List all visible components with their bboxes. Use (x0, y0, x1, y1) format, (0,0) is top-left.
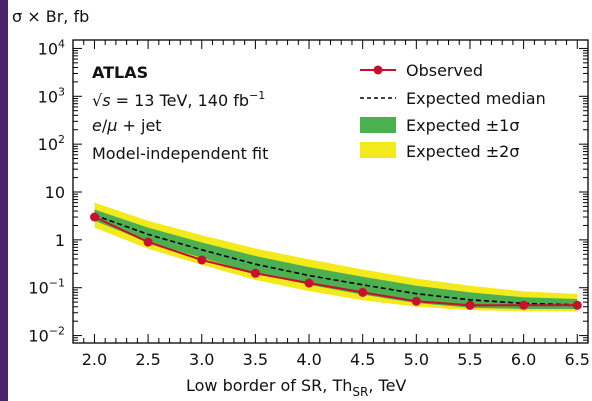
y-tick-label: 103 (38, 85, 65, 106)
x-tick-label: 2.5 (135, 350, 160, 369)
band-1sigma (94, 209, 578, 309)
observed-point (465, 300, 475, 310)
chart: σ × Br, fb 2.0 2.5 3.0 3.5 4.0 4.5 5.0 5.5 6.0 6.… (12, 7, 590, 399)
x-tick-label: 4.0 (296, 350, 321, 369)
x-tick-label: 6.0 (511, 350, 536, 369)
y-axis-label: σ × Br, fb (12, 7, 89, 26)
y-tick-label: 102 (38, 133, 65, 154)
observed-point (197, 255, 207, 265)
expected-median-line (94, 214, 578, 306)
y-tick-label: 10−2 (28, 325, 65, 346)
x-tick-label: 5.5 (457, 350, 482, 369)
line-layer (94, 214, 578, 307)
energy-label: √s = 13 TeV, 140 fb−1 (92, 89, 265, 110)
x-tick-label: 2.0 (82, 350, 107, 369)
y-tick-label: 1 (55, 231, 65, 250)
x-axis-label: Low border of SR, ThSR, TeV (186, 376, 406, 399)
channel-label: e/μ + jet (92, 116, 162, 135)
legend-1sigma-label: Expected ±1σ (406, 116, 519, 135)
legend-1sigma-swatch (360, 117, 396, 133)
plot-card: σ × Br, fb 2.0 2.5 3.0 3.5 4.0 4.5 5.0 5.5 6.0 6.… (8, 0, 592, 401)
x-tick-label: 3.5 (243, 350, 268, 369)
observed-point (572, 300, 582, 310)
legend-observed-label: Observed (406, 61, 483, 80)
band-2sigma (94, 202, 578, 312)
legend-2sigma-label: Expected ±2σ (406, 142, 519, 161)
legend-2sigma-swatch (360, 142, 396, 158)
legend-observed-marker (373, 65, 383, 75)
x-tick-label: 6.5 (565, 350, 590, 369)
y-tick-label: 10 (45, 183, 65, 202)
observed-point (90, 212, 99, 222)
y-tick-label: 104 (38, 37, 65, 58)
fit-label: Model-independent fit (92, 144, 268, 163)
observed-point (143, 237, 153, 247)
observed-point (411, 296, 421, 306)
observed-point (358, 287, 368, 297)
y-tick-label: 10−1 (28, 277, 65, 298)
band-layer (94, 202, 578, 312)
atlas-label: ATLAS (92, 63, 148, 82)
x-tick-label: 5.0 (404, 350, 429, 369)
observed-line (94, 216, 578, 307)
observed-point (250, 268, 260, 278)
x-tick-label: 3.0 (189, 350, 214, 369)
observed-point (304, 278, 314, 288)
legend: Observed Expected median Expected ±1σ Ex… (360, 61, 546, 161)
marker-layer (90, 212, 582, 310)
x-tick-labels: 2.0 2.5 3.0 3.5 4.0 4.5 5.0 5.5 6.0 6.5 (82, 350, 590, 369)
observed-point (519, 300, 529, 310)
tick-layer (73, 40, 588, 344)
x-tick-label: 4.5 (350, 350, 375, 369)
legend-expected-label: Expected median (406, 89, 546, 108)
